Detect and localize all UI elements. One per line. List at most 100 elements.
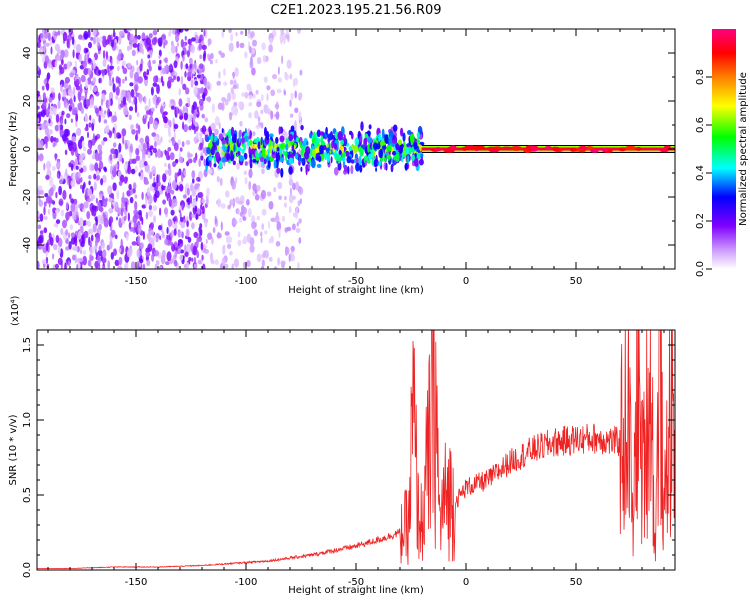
- spectral-cell: [87, 188, 93, 197]
- spectral-cell: [417, 152, 421, 160]
- spectral-cell: [167, 163, 171, 170]
- spectral-cell: [143, 161, 148, 166]
- spectrogram-y-tick-label: -40: [22, 237, 33, 253]
- spectral-cell: [69, 97, 73, 107]
- spectral-cell: [268, 201, 274, 210]
- spectral-cell: [256, 57, 262, 65]
- spectral-cell: [112, 182, 117, 191]
- spectral-cell: [199, 141, 204, 150]
- spectral-cell: [182, 83, 187, 91]
- spectral-cell: [191, 222, 195, 230]
- spectral-cell: [81, 233, 85, 244]
- spectral-cell: [197, 94, 201, 100]
- spectral-cell: [376, 143, 381, 150]
- spectral-cell: [132, 215, 138, 224]
- spectral-cell: [75, 113, 79, 122]
- spectral-cell: [59, 66, 65, 75]
- spectral-cell: [92, 223, 97, 233]
- spectral-cell: [58, 123, 61, 132]
- spectral-cell: [152, 182, 157, 188]
- spectral-cell: [72, 49, 75, 59]
- spectral-cell: [206, 146, 211, 155]
- spectral-cell: [252, 158, 257, 163]
- spectral-cell: [283, 202, 288, 208]
- spectral-cell: [210, 259, 215, 265]
- snr-axes: -150 -100 -50 0 50 0.0 0.5 1.0 1.5: [22, 330, 675, 588]
- spectral-cell: [258, 152, 263, 158]
- spectral-cell: [363, 138, 368, 147]
- spectral-cell: [91, 164, 96, 171]
- spectral-cell: [52, 253, 55, 260]
- spectral-cell: [419, 133, 423, 140]
- spectral-cell: [294, 181, 300, 191]
- spectral-cell: [198, 87, 204, 94]
- spectral-cell: [153, 75, 158, 84]
- spectral-cell: [234, 67, 239, 77]
- spectral-cell: [186, 220, 189, 228]
- spectral-cell: [101, 256, 107, 264]
- spectral-cell: [52, 264, 56, 269]
- spectral-cell: [277, 181, 283, 190]
- spectral-cell: [233, 143, 236, 152]
- spectral-cell: [244, 135, 249, 143]
- spectral-cell: [65, 246, 70, 251]
- spectral-cell: [88, 41, 92, 49]
- spectral-cell: [126, 190, 131, 197]
- spectral-cell: [200, 74, 203, 82]
- spectral-cell: [111, 204, 114, 209]
- spectral-cell: [326, 143, 329, 149]
- spectral-cell: [295, 227, 301, 233]
- spectral-cell: [407, 154, 410, 165]
- spectral-cell: [242, 216, 247, 221]
- spectral-cell: [151, 132, 157, 138]
- spectral-cell: [169, 152, 175, 161]
- spectral-cell: [192, 245, 198, 256]
- spectral-cell: [289, 73, 293, 80]
- spectral-cell: [156, 97, 160, 106]
- spectral-cell: [216, 232, 222, 239]
- spectral-cell: [174, 106, 177, 117]
- spectral-cell: [275, 136, 279, 144]
- spectral-cell: [55, 191, 58, 199]
- spectral-cell: [312, 148, 316, 157]
- spectral-cell: [105, 197, 108, 202]
- spectral-cell: [118, 170, 122, 177]
- spectral-cell: [270, 89, 276, 97]
- spectral-cell: [166, 184, 172, 194]
- spectral-cell: [178, 156, 184, 163]
- spectral-cell: [290, 92, 294, 101]
- spectral-cell: [191, 108, 195, 114]
- spectral-cell: [168, 177, 171, 186]
- spectral-cell: [198, 158, 201, 168]
- spectrogram-axes: -150 -100 -50 0 50 40 20 0 -20 -40: [22, 28, 675, 287]
- spectral-cell: [171, 229, 175, 238]
- spectral-cell: [184, 186, 187, 197]
- spectral-cell: [261, 168, 265, 175]
- spectral-cell: [266, 85, 271, 91]
- spectral-cell: [187, 113, 192, 124]
- spectral-cell: [127, 165, 130, 172]
- spectral-cell: [213, 163, 217, 168]
- spectral-cell: [97, 255, 102, 263]
- spectral-cell: [233, 258, 239, 268]
- spectral-cell: [52, 165, 56, 171]
- spectral-cell: [178, 88, 181, 96]
- spectral-cell: [100, 69, 106, 74]
- spectral-cell: [263, 104, 269, 114]
- spectral-cell: [222, 245, 226, 255]
- spectral-cell: [145, 211, 149, 220]
- spectral-cell: [263, 76, 268, 83]
- spectral-cell: [309, 132, 312, 139]
- spectral-cell: [141, 217, 144, 225]
- spectral-cell: [288, 205, 292, 214]
- spectral-cell: [419, 144, 422, 152]
- spectral-cell: [154, 190, 160, 199]
- spectral-cell: [238, 200, 244, 205]
- spectral-cell: [84, 90, 87, 100]
- spectral-cell: [399, 144, 403, 154]
- spectral-cell: [143, 142, 147, 151]
- spectral-cell: [207, 155, 210, 162]
- spectral-cell: [164, 57, 168, 64]
- spectral-cell: [220, 221, 223, 231]
